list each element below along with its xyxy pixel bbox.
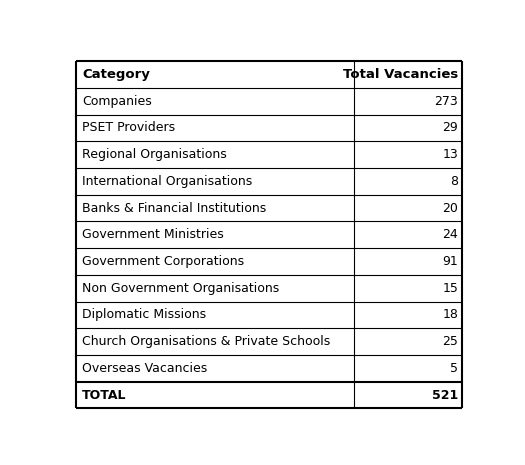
Text: Church Organisations & Private Schools: Church Organisations & Private Schools — [82, 335, 330, 348]
Text: Banks & Financial Institutions: Banks & Financial Institutions — [82, 202, 266, 215]
Text: 5: 5 — [450, 362, 458, 375]
Text: Regional Organisations: Regional Organisations — [82, 148, 227, 161]
Text: 18: 18 — [443, 308, 458, 321]
Text: Government Corporations: Government Corporations — [82, 255, 244, 268]
Text: Overseas Vacancies: Overseas Vacancies — [82, 362, 207, 375]
Text: Category: Category — [82, 68, 150, 81]
Text: 8: 8 — [450, 175, 458, 188]
Text: 521: 521 — [432, 389, 458, 402]
Text: 29: 29 — [443, 121, 458, 134]
Text: Non Government Organisations: Non Government Organisations — [82, 282, 279, 295]
Text: Government Ministries: Government Ministries — [82, 228, 224, 241]
Text: 15: 15 — [443, 282, 458, 295]
Text: TOTAL: TOTAL — [82, 389, 127, 402]
Text: International Organisations: International Organisations — [82, 175, 252, 188]
Text: Total Vacancies: Total Vacancies — [343, 68, 458, 81]
Text: 91: 91 — [443, 255, 458, 268]
Text: Companies: Companies — [82, 95, 152, 108]
Text: 25: 25 — [443, 335, 458, 348]
Text: 24: 24 — [443, 228, 458, 241]
Text: PSET Providers: PSET Providers — [82, 121, 175, 134]
Text: 13: 13 — [443, 148, 458, 161]
Text: Diplomatic Missions: Diplomatic Missions — [82, 308, 206, 321]
Text: 20: 20 — [443, 202, 458, 215]
Text: 273: 273 — [435, 95, 458, 108]
